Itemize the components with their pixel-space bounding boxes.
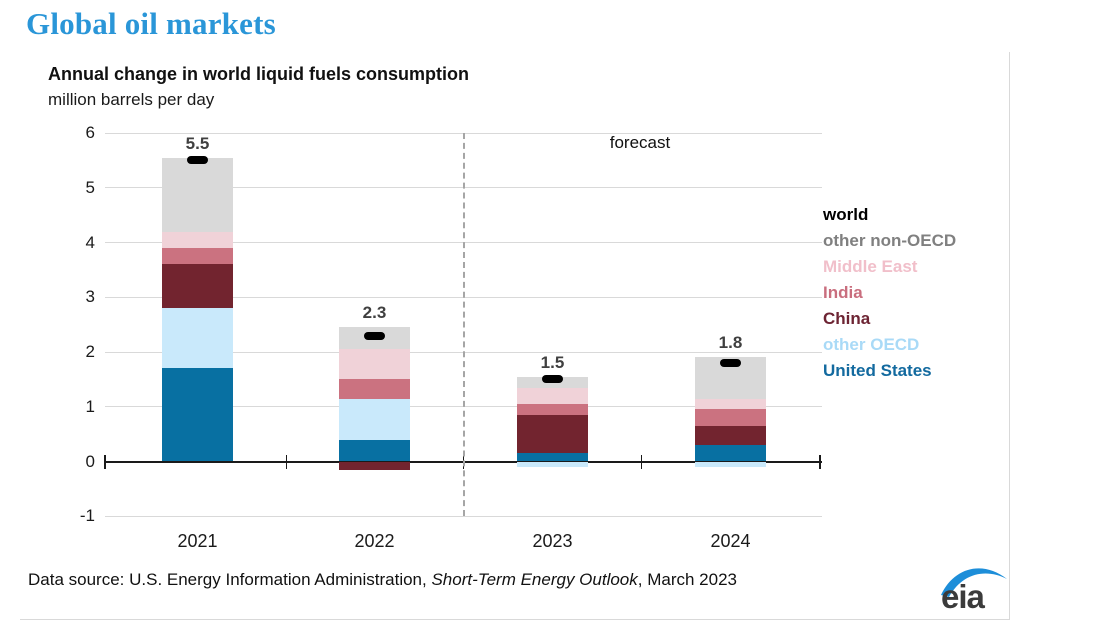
legend: world other non-OECD Middle East India China… [823, 202, 956, 384]
data-source-suffix: , March 2023 [637, 570, 737, 589]
forecast-label: forecast [609, 133, 671, 152]
data-source-publication: Short-Term Energy Outlook [431, 570, 638, 589]
data-source-prefix: Data source: U.S. Energy Information Adm… [28, 570, 432, 589]
page-title: Global oil markets [26, 6, 276, 41]
legend-item-china: China [823, 309, 871, 328]
chart-title: Annual change in world liquid fuels cons… [48, 64, 470, 84]
legend-item-other-non-oecd: other non-OECD [823, 231, 957, 250]
legend-item-world: world [823, 205, 869, 224]
legend-item-other-oecd: other OECD [823, 335, 920, 354]
legend-item-united-states: United States [823, 361, 932, 380]
data-source-note: Data source: U.S. Energy Information Adm… [28, 570, 737, 590]
eia-logo-text: eia [941, 578, 986, 615]
eia-logo: eia [941, 568, 1007, 615]
legend-item-middle-east: Middle East [823, 257, 918, 276]
eia-logo-swoosh-icon [941, 568, 1007, 597]
chart-unit-label: million barrels per day [48, 90, 215, 109]
legend-item-india: India [823, 283, 863, 302]
